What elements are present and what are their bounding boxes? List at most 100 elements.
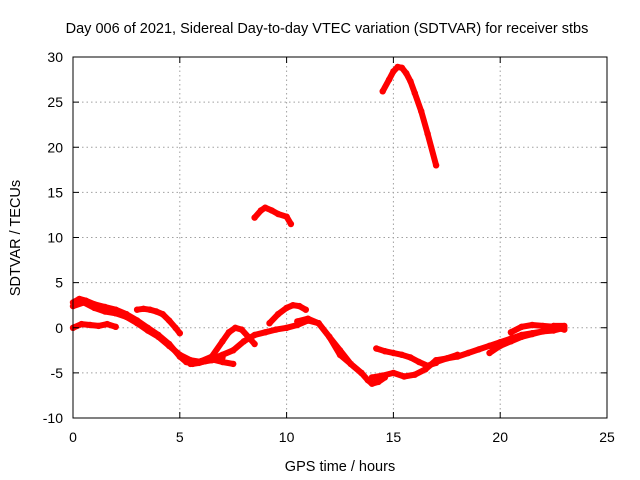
data-point — [454, 353, 461, 360]
y-tick-label: -10 — [43, 410, 63, 426]
data-point — [368, 380, 376, 387]
data-point — [375, 378, 382, 386]
data-point — [390, 68, 397, 75]
data-point — [176, 330, 183, 337]
data-point — [238, 326, 245, 333]
data-point — [230, 360, 237, 368]
data-point — [230, 347, 237, 354]
data-point — [432, 162, 440, 169]
data-point — [133, 306, 141, 313]
data-point — [198, 357, 205, 365]
data-point — [172, 324, 179, 331]
data-point — [251, 214, 258, 221]
x-tick-label: 15 — [386, 429, 402, 445]
data-point — [415, 358, 423, 366]
data-point — [165, 317, 173, 324]
data-point — [550, 323, 557, 330]
data-point — [208, 356, 215, 363]
data-point — [411, 89, 418, 97]
data-point — [379, 88, 386, 95]
series-layer — [69, 63, 568, 387]
data-point — [262, 329, 269, 336]
data-point — [262, 204, 269, 211]
y-tick-label: 15 — [47, 184, 63, 200]
x-tick-label: 5 — [176, 429, 184, 445]
y-tick-label: 30 — [47, 49, 63, 65]
data-point — [486, 342, 493, 349]
data-point — [240, 338, 248, 345]
data-point — [225, 329, 233, 336]
data-point — [326, 333, 333, 340]
data-point — [296, 302, 303, 310]
data-point — [104, 320, 111, 328]
data-point — [232, 324, 239, 331]
data-point — [274, 311, 282, 318]
data-point — [187, 360, 194, 368]
data-point — [486, 349, 493, 357]
data-point — [266, 320, 273, 327]
data-point — [283, 213, 290, 220]
data-point — [144, 327, 151, 334]
data-point — [315, 320, 322, 327]
data-point — [403, 70, 410, 77]
data-point — [373, 345, 380, 352]
data-point — [475, 346, 482, 353]
data-point — [561, 326, 568, 333]
data-point — [398, 351, 406, 358]
data-point — [539, 328, 547, 335]
ticks: 0 5 10 15 20 25 -10 -5 0 5 10 15 20 25 30 — [43, 49, 615, 445]
x-tick-label: 25 — [599, 429, 615, 445]
data-point — [518, 333, 525, 340]
data-point — [219, 351, 226, 358]
chart-title: Day 006 of 2021, Sidereal Day-to-day VTE… — [66, 21, 589, 37]
data-point — [283, 304, 290, 312]
data-point — [268, 207, 275, 214]
data-point — [432, 358, 440, 366]
data-point — [159, 311, 166, 318]
data-point — [379, 372, 386, 379]
data-point — [424, 130, 431, 137]
data-point — [507, 329, 515, 336]
data-point — [219, 338, 226, 345]
data-point — [400, 373, 408, 380]
data-point — [95, 322, 102, 330]
data-point — [294, 318, 301, 325]
data-point — [112, 323, 119, 330]
data-point — [465, 349, 472, 357]
data-point — [86, 321, 94, 329]
data-point — [272, 326, 280, 333]
y-tick-label: 20 — [47, 139, 63, 155]
data-point — [529, 321, 536, 329]
data-point — [302, 306, 309, 313]
data-point — [274, 210, 282, 218]
data-point — [287, 220, 295, 228]
data-point — [347, 360, 354, 368]
grid — [73, 57, 607, 418]
data-point — [283, 324, 290, 331]
data-point — [146, 306, 154, 313]
data-point — [80, 299, 87, 306]
data-point — [398, 64, 406, 72]
data-point — [518, 323, 525, 330]
y-tick-label: -5 — [51, 365, 64, 381]
y-axis-label: SDTVAR / TECUs — [8, 180, 24, 296]
data-point — [539, 322, 547, 330]
data-point — [424, 362, 431, 369]
data-point — [123, 313, 130, 321]
data-point — [78, 320, 85, 328]
data-point — [411, 371, 418, 378]
x-tick-label: 10 — [279, 429, 295, 445]
data-point — [529, 330, 536, 338]
data-point — [358, 369, 365, 377]
data-point — [390, 369, 397, 377]
y-tick-label: 25 — [47, 94, 63, 110]
x-tick-label: 0 — [69, 429, 77, 445]
data-point — [101, 308, 109, 315]
data-point — [133, 320, 141, 327]
x-tick-label: 20 — [492, 429, 508, 445]
data-point — [153, 308, 160, 315]
data-point — [443, 355, 450, 362]
data-point — [418, 108, 425, 115]
data-point — [251, 331, 258, 339]
